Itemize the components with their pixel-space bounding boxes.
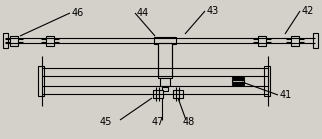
Bar (46, 35, 54, 45)
Bar (232, 84, 244, 85)
Bar (162, 87, 168, 91)
Text: 45: 45 (100, 117, 112, 127)
Bar (291, 35, 299, 45)
Text: 42: 42 (302, 6, 314, 16)
Bar (232, 79, 244, 80)
Bar (38, 66, 44, 96)
Bar (160, 78, 170, 86)
Bar (258, 35, 266, 45)
Bar (3, 33, 8, 48)
Bar (264, 66, 270, 96)
Bar (232, 80, 244, 82)
Text: 44: 44 (137, 8, 149, 18)
Text: 48: 48 (183, 117, 195, 127)
Text: 43: 43 (207, 6, 219, 16)
Text: 46: 46 (72, 8, 84, 18)
Text: 47: 47 (152, 117, 164, 127)
Bar (232, 77, 244, 78)
Bar (313, 33, 318, 48)
Bar (10, 35, 18, 45)
Text: 41: 41 (280, 90, 292, 100)
Bar (232, 82, 244, 83)
Bar (154, 37, 176, 44)
Bar (158, 43, 172, 78)
Bar (153, 90, 163, 98)
Bar (173, 90, 183, 98)
